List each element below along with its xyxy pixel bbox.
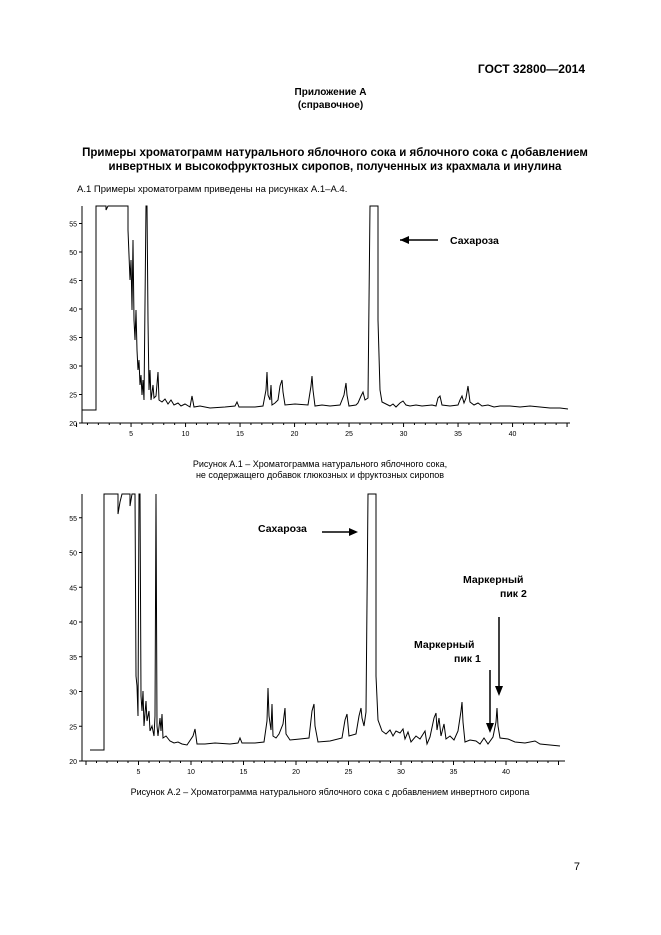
figure2-y-tick-label: 25 bbox=[69, 724, 77, 731]
figure2-x-tick-label: 25 bbox=[345, 769, 353, 776]
appendix-title: Приложение А bbox=[294, 87, 367, 98]
figure1-x-tick-label: 10 bbox=[182, 431, 190, 438]
figure2-caption: Рисунок А.2 – Хроматограмма натурального… bbox=[130, 787, 530, 797]
figure1-y-tick-label: 25 bbox=[69, 393, 77, 400]
figure2-y-tick-label: 35 bbox=[69, 655, 77, 662]
figure2-x-tick-label: 10 bbox=[187, 769, 195, 776]
figure1-x-tick-label: 15 bbox=[236, 431, 244, 438]
figure1-x-tick-label: 35 bbox=[454, 431, 462, 438]
figure2-x-tick-label: 40 bbox=[502, 769, 510, 776]
figure2-y-tick-label: 40 bbox=[69, 620, 77, 627]
marker-peak1-label-line2: пик 1 bbox=[454, 653, 481, 665]
section-title-line1: Примеры хроматограмм натурального яблочн… bbox=[82, 147, 588, 159]
marker-peak1-arrow bbox=[486, 670, 494, 733]
figure1-caption-line1: Рисунок А.1 – Хроматограмма натурального… bbox=[192, 459, 448, 469]
marker-peak2-label-line1: Маркерный bbox=[463, 574, 523, 586]
figure1-y-tick-label: 20 bbox=[69, 421, 77, 428]
figure2-x-tick-label: 15 bbox=[240, 769, 248, 776]
figure1-x-tick-label: 20 bbox=[291, 431, 299, 438]
figure1-x-ticks: 5 10 15 20 25 30 35 40 bbox=[76, 423, 568, 438]
figure1-y-tick-label: 45 bbox=[69, 279, 77, 286]
section-title: Примеры хроматограмм натурального яблочн… bbox=[40, 146, 630, 174]
intro-paragraph: А.1 Примеры хроматограмм приведены на ри… bbox=[77, 184, 348, 195]
sucrose-arrow bbox=[400, 236, 438, 244]
page-number: 7 bbox=[573, 861, 580, 873]
marker-peak1-label-line1: Маркерный bbox=[414, 639, 474, 651]
figure1-x-tick-label: 5 bbox=[129, 431, 133, 438]
figure2-x-tick-label: 20 bbox=[292, 769, 300, 776]
figure1-caption: Рисунок А.1 – Хроматограмма натурального… bbox=[120, 459, 520, 481]
standard-header: ГОСТ 32800—2014 bbox=[477, 62, 585, 76]
chromatogram-figure-2: 20 25 30 35 40 45 50 55 5 10 15 20 25 30 35 40 Сахароз… bbox=[69, 493, 565, 776]
section-title-line2: инвертных и высокофруктозных сиропов, по… bbox=[108, 161, 562, 173]
figure1-x-tick-label: 30 bbox=[400, 431, 408, 438]
figure1-sucrose-label: Сахароза bbox=[450, 235, 499, 247]
figure2-y-tick-label: 55 bbox=[69, 516, 77, 523]
marker-peak2-arrow bbox=[495, 617, 503, 696]
figure1-y-tick-label: 35 bbox=[69, 336, 77, 343]
figure1-caption-line2: не содержащего добавок глюкозных и фрукт… bbox=[195, 470, 445, 480]
figure2-x-ticks: 5 10 15 20 25 30 35 40 bbox=[85, 761, 559, 776]
figure1-x-tick-label: 40 bbox=[509, 431, 517, 438]
figure1-y-tick-label: 55 bbox=[69, 222, 77, 229]
figure2-sucrose-arrow bbox=[322, 528, 358, 536]
figure2-y-tick-label: 30 bbox=[69, 690, 77, 697]
figure1-y-tick-label: 40 bbox=[69, 307, 77, 314]
figure2-y-tick-label: 20 bbox=[69, 759, 77, 766]
figure2-x-tick-label: 35 bbox=[450, 769, 458, 776]
figure2-trace bbox=[90, 493, 561, 751]
appendix-subtitle: (справочное) bbox=[297, 100, 364, 111]
figure2-y-ticks: 20 25 30 35 40 45 50 55 bbox=[69, 516, 82, 766]
figure1-y-tick-label: 30 bbox=[69, 364, 77, 371]
figure1-x-tick-label: 25 bbox=[345, 431, 353, 438]
figure1-y-ticks: 20 25 30 35 40 45 50 55 bbox=[69, 222, 82, 428]
chromatogram-figure-1: 20 25 30 35 40 45 50 55 5 10 15 20 25 30 35 40 Сахароз… bbox=[69, 205, 570, 438]
figure1-trace bbox=[82, 205, 569, 411]
appendix-heading: Приложение А (справочное) bbox=[0, 86, 661, 112]
figure2-sucrose-label: Сахароза bbox=[258, 523, 307, 535]
figure2-y-tick-label: 50 bbox=[69, 551, 77, 558]
figure1-y-tick-label: 50 bbox=[69, 250, 77, 257]
marker-peak2-label-line2: пик 2 bbox=[500, 588, 527, 600]
figure2-x-tick-label: 5 bbox=[137, 769, 141, 776]
figure2-x-tick-label: 30 bbox=[397, 769, 405, 776]
figure2-y-tick-label: 45 bbox=[69, 585, 77, 592]
